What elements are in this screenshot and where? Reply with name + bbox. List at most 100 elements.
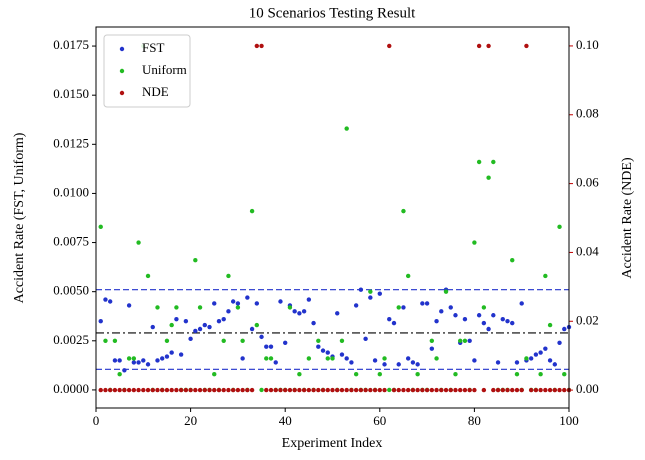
data-point [339,338,345,343]
data-point [410,360,416,365]
data-point [197,326,203,332]
data-point [524,356,529,361]
data-point [259,387,264,393]
data-point [510,258,515,263]
data-point [330,356,335,361]
data-point [538,387,543,393]
data-point [358,287,364,292]
y2-axis-label: Accident Rate (NDE) [620,157,635,279]
data-point [193,328,198,334]
data-point [155,387,160,393]
data-point [524,43,529,49]
data-point [254,43,260,49]
data-point [235,301,241,306]
data-point [401,305,406,310]
data-point [202,387,207,393]
data-point [372,387,378,393]
data-point [557,387,562,393]
data-point [377,387,382,393]
data-point [145,387,151,393]
data-point [174,305,179,310]
data-point [500,387,505,393]
data-point [297,311,302,316]
y-tick-label: 0.0050 [53,283,89,298]
data-point [514,360,520,365]
data-point [278,387,283,393]
data-point [562,387,567,393]
data-point [510,387,515,393]
data-point [117,372,122,377]
data-point [528,356,534,361]
y-tick-label: 0.0100 [53,184,89,199]
y2-tick-label: 0.02 [576,312,599,327]
data-point [325,387,330,393]
data-point [557,340,562,345]
data-point [235,305,241,310]
data-point [264,344,269,349]
data-point [230,387,236,393]
data-point [221,316,226,322]
data-point [264,387,269,393]
data-point [387,43,392,49]
data-point [193,387,198,393]
data-point [259,334,264,340]
data-point [405,356,411,361]
data-point [325,350,330,355]
data-point [311,320,316,326]
data-point [197,305,203,310]
data-point [160,356,165,361]
data-point [391,387,397,393]
data-point [235,387,241,393]
data-point [268,344,274,349]
data-point [306,297,312,302]
data-point [547,358,553,363]
data-point [562,326,567,332]
data-point [335,387,340,393]
data-point [368,295,373,300]
data-point [424,301,430,306]
data-point [339,352,345,357]
data-point [188,387,193,393]
data-point [221,338,226,343]
data-point [363,387,368,393]
data-point [368,387,373,393]
data-point [216,387,222,393]
data-point [429,387,435,393]
y-tick-label: 0.0025 [53,332,89,347]
data-point [249,326,255,332]
data-point [538,350,543,355]
data-point [514,372,520,377]
data-point [301,387,307,393]
data-point [353,372,359,377]
data-point [344,126,349,131]
data-point [240,338,245,343]
data-point [396,387,401,393]
data-point [547,322,553,328]
data-point [505,387,510,393]
data-point [330,387,335,393]
data-point [495,387,501,393]
data-point [169,387,174,393]
data-point [420,387,425,393]
legend-box [103,34,191,108]
data-point [103,387,108,393]
data-point [458,338,463,343]
data-point [405,273,411,279]
y-axis-label: Accident Rate (FST, Uniform) [12,132,27,303]
x-tick-label: 40 [279,413,292,428]
data-point [429,346,435,351]
data-point [467,387,472,393]
data-point [458,387,463,393]
data-point [131,387,137,393]
data-point [434,387,439,393]
legend-marker [119,46,125,52]
data-point [448,305,453,310]
data-point [306,356,312,361]
data-point [221,387,226,393]
data-point [126,356,132,361]
data-point [382,362,387,367]
data-point [131,360,137,365]
data-point [249,208,255,214]
data-point [297,387,302,393]
